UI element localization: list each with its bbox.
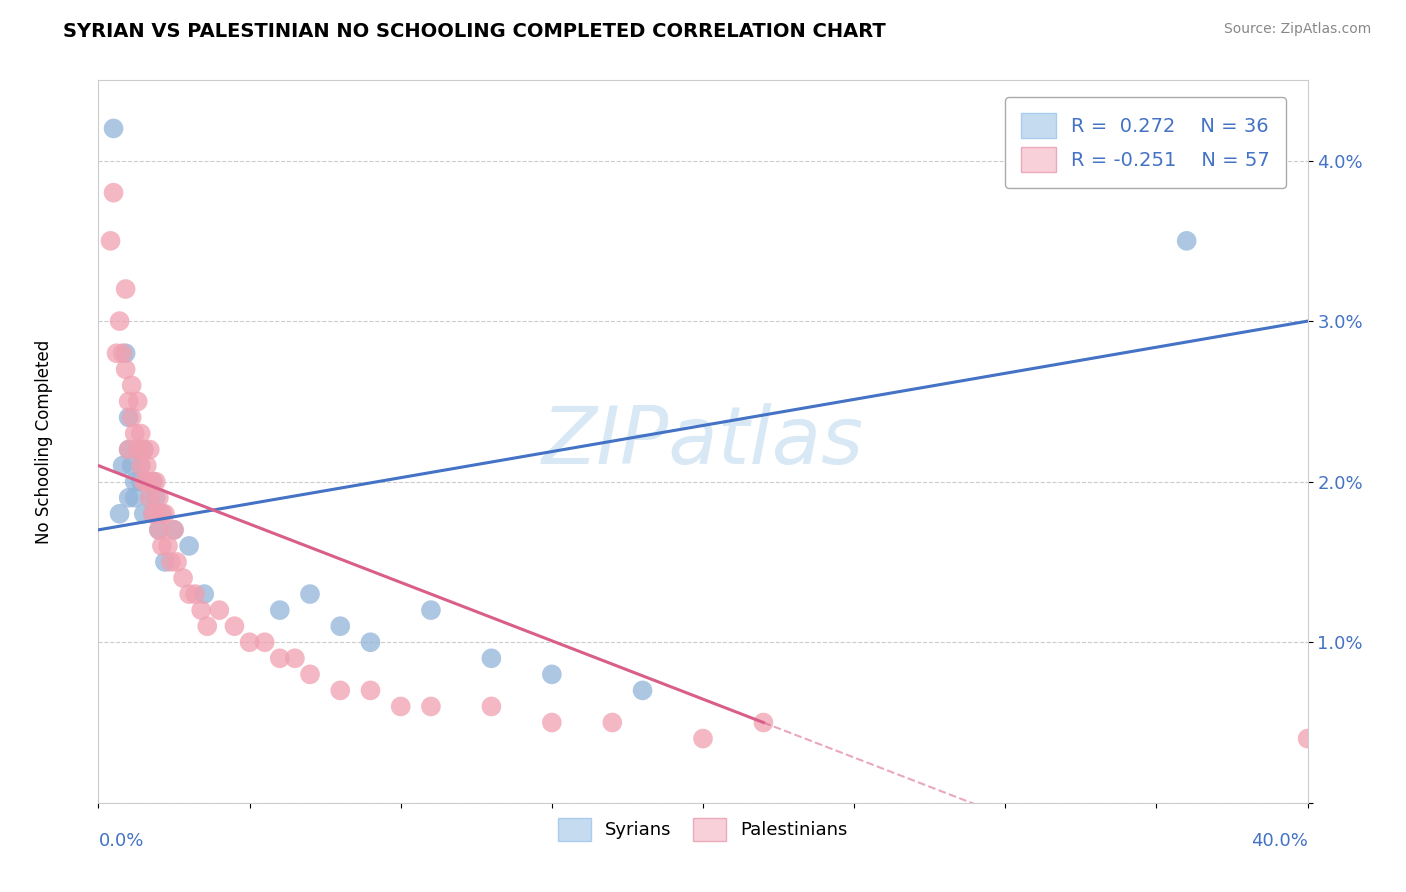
Point <box>135 475 157 489</box>
Point <box>153 507 176 521</box>
Point <box>145 491 167 505</box>
Point <box>190 603 212 617</box>
Point <box>114 282 136 296</box>
Point <box>166 555 188 569</box>
Point <box>139 491 162 505</box>
Point <box>121 458 143 473</box>
Point <box>124 426 146 441</box>
Point <box>172 571 194 585</box>
Point <box>179 587 201 601</box>
Point <box>148 523 170 537</box>
Point <box>163 523 186 537</box>
Point <box>132 442 155 457</box>
Point <box>127 442 149 457</box>
Point <box>420 699 443 714</box>
Point <box>150 507 173 521</box>
Point <box>360 683 382 698</box>
Point <box>132 507 155 521</box>
Point <box>139 491 162 505</box>
Point <box>269 603 291 617</box>
Text: ZIPatlas: ZIPatlas <box>541 402 865 481</box>
Legend: Syrians, Palestinians: Syrians, Palestinians <box>551 810 855 848</box>
Point <box>124 475 146 489</box>
Point <box>360 635 382 649</box>
Point <box>1296 731 1319 746</box>
Point <box>114 346 136 360</box>
Point <box>481 699 503 714</box>
Point <box>142 475 165 489</box>
Point <box>299 667 322 681</box>
Point <box>142 507 165 521</box>
Point <box>253 635 276 649</box>
Point <box>1175 234 1198 248</box>
Point <box>132 475 155 489</box>
Point <box>111 458 134 473</box>
Point <box>103 186 125 200</box>
Point <box>163 523 186 537</box>
Point <box>111 346 134 360</box>
Point <box>135 458 157 473</box>
Text: SYRIAN VS PALESTINIAN NO SCHOOLING COMPLETED CORRELATION CHART: SYRIAN VS PALESTINIAN NO SCHOOLING COMPL… <box>63 22 886 41</box>
Point <box>239 635 262 649</box>
Point <box>150 539 173 553</box>
Point <box>129 458 152 473</box>
Point <box>118 410 141 425</box>
Point <box>145 475 167 489</box>
Point <box>481 651 503 665</box>
Point <box>752 715 775 730</box>
Point <box>100 234 122 248</box>
Point <box>139 442 162 457</box>
Point <box>193 587 215 601</box>
Point <box>389 699 412 714</box>
Text: 0.0%: 0.0% <box>98 831 143 850</box>
Point <box>142 507 165 521</box>
Point <box>142 475 165 489</box>
Point <box>129 458 152 473</box>
Point <box>121 378 143 392</box>
Point <box>121 410 143 425</box>
Text: Source: ZipAtlas.com: Source: ZipAtlas.com <box>1223 22 1371 37</box>
Point <box>105 346 128 360</box>
Point <box>269 651 291 665</box>
Point <box>329 683 352 698</box>
Point <box>540 667 562 681</box>
Point <box>540 715 562 730</box>
Point <box>124 491 146 505</box>
Point <box>118 394 141 409</box>
Point <box>195 619 218 633</box>
Point <box>132 442 155 457</box>
Point <box>118 442 141 457</box>
Point <box>284 651 307 665</box>
Point <box>114 362 136 376</box>
Text: 40.0%: 40.0% <box>1251 831 1308 850</box>
Point <box>129 426 152 441</box>
Point <box>127 442 149 457</box>
Point <box>208 603 231 617</box>
Point <box>692 731 714 746</box>
Point <box>108 314 131 328</box>
Point <box>224 619 246 633</box>
Point <box>148 523 170 537</box>
Point <box>118 442 141 457</box>
Point <box>160 555 183 569</box>
Point <box>150 507 173 521</box>
Point <box>299 587 322 601</box>
Point <box>420 603 443 617</box>
Point <box>184 587 207 601</box>
Point <box>118 491 141 505</box>
Point <box>631 683 654 698</box>
Text: No Schooling Completed: No Schooling Completed <box>35 340 53 543</box>
Point <box>156 539 179 553</box>
Point <box>127 394 149 409</box>
Point <box>602 715 624 730</box>
Point <box>148 491 170 505</box>
Point <box>129 475 152 489</box>
Point <box>103 121 125 136</box>
Point <box>108 507 131 521</box>
Point <box>135 475 157 489</box>
Point <box>145 507 167 521</box>
Point <box>179 539 201 553</box>
Point <box>329 619 352 633</box>
Point <box>153 555 176 569</box>
